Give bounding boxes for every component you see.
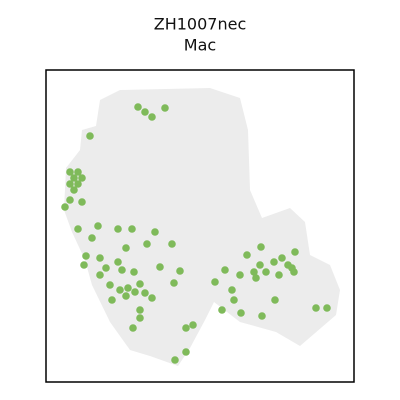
spot xyxy=(230,296,238,304)
spot xyxy=(148,113,156,121)
plot-area xyxy=(61,103,331,364)
spot xyxy=(96,271,104,279)
spot xyxy=(74,180,82,188)
spot xyxy=(189,321,197,329)
spot xyxy=(136,280,144,288)
spot xyxy=(275,271,283,279)
spot xyxy=(136,314,144,322)
spot xyxy=(312,304,320,312)
spot xyxy=(108,296,116,304)
spot xyxy=(66,180,74,188)
spot xyxy=(74,225,82,233)
spot xyxy=(70,186,78,194)
spot xyxy=(131,288,139,296)
spot xyxy=(78,198,86,206)
spot xyxy=(278,254,286,262)
spot xyxy=(262,268,270,276)
spot xyxy=(182,348,190,356)
spot xyxy=(114,258,122,266)
spot xyxy=(88,234,96,242)
spot xyxy=(182,324,190,332)
spot xyxy=(171,356,179,364)
spot xyxy=(291,248,299,256)
spot xyxy=(106,281,114,289)
spot xyxy=(218,306,226,314)
spot xyxy=(74,168,82,176)
spot xyxy=(258,312,266,320)
spot xyxy=(141,289,149,297)
spot xyxy=(130,268,138,276)
spot xyxy=(136,306,144,314)
spot xyxy=(243,251,251,259)
spot xyxy=(143,240,151,248)
spot xyxy=(211,278,219,286)
spot xyxy=(82,252,90,260)
spot xyxy=(134,103,142,111)
spot xyxy=(236,271,244,279)
chart-subtitle: Mac xyxy=(184,36,216,55)
spot xyxy=(128,225,136,233)
spot xyxy=(70,174,78,182)
spot xyxy=(161,104,169,112)
spot xyxy=(151,228,159,236)
spot xyxy=(176,267,184,275)
spot xyxy=(170,279,178,287)
spot xyxy=(80,261,88,269)
spot xyxy=(116,286,124,294)
spot xyxy=(148,294,156,302)
spot xyxy=(122,244,130,252)
spot xyxy=(237,309,245,317)
spot xyxy=(118,266,126,274)
spot xyxy=(256,261,264,269)
spot xyxy=(228,286,236,294)
spot xyxy=(250,268,258,276)
spot xyxy=(124,284,132,292)
spot xyxy=(96,254,104,262)
spot xyxy=(290,268,298,276)
spot xyxy=(156,263,164,271)
spot xyxy=(86,132,94,140)
axes-frame xyxy=(45,69,355,383)
spot xyxy=(168,240,176,248)
spot xyxy=(122,292,130,300)
spot xyxy=(66,196,74,204)
spot xyxy=(114,225,122,233)
spot xyxy=(66,168,74,176)
spot xyxy=(129,324,137,332)
spot xyxy=(323,304,331,312)
spot xyxy=(252,274,260,282)
spot xyxy=(141,108,149,116)
spot xyxy=(270,258,278,266)
spot xyxy=(221,266,229,274)
spot xyxy=(61,203,69,211)
spot xyxy=(257,243,265,251)
spot xyxy=(102,264,110,272)
spot xyxy=(271,296,279,304)
tissue-area xyxy=(64,88,340,366)
spot xyxy=(94,222,102,230)
chart-title: ZH1007nec xyxy=(154,15,247,34)
spot xyxy=(78,174,86,182)
